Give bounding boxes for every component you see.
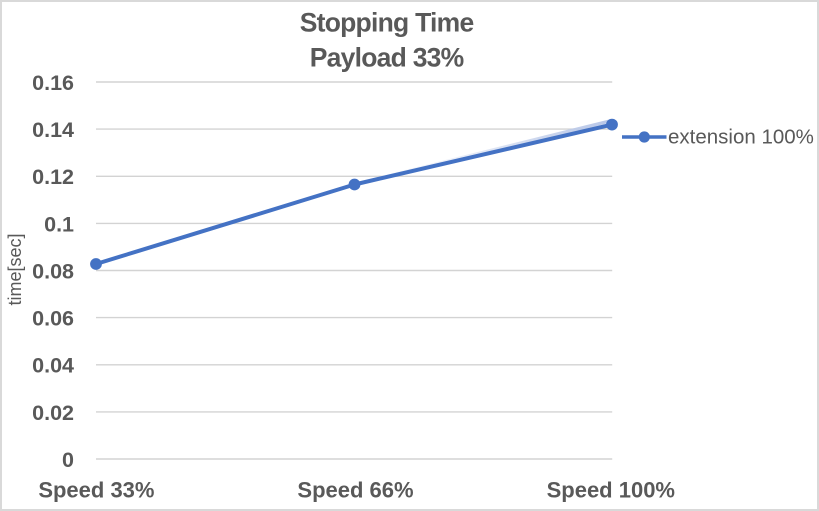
svg-text:Speed 33%: Speed 33% [38,478,154,503]
svg-text:Stopping Time: Stopping Time [300,8,474,38]
svg-text:0.06: 0.06 [32,307,74,331]
svg-text:0.1: 0.1 [44,212,74,236]
svg-text:Payload 33%: Payload 33% [310,42,464,72]
svg-text:0.14: 0.14 [32,118,74,142]
svg-text:extension 100%: extension 100% [668,126,814,149]
svg-text:0.04: 0.04 [32,354,74,378]
svg-text:Speed 100%: Speed 100% [547,478,675,503]
svg-text:0.02: 0.02 [32,401,74,425]
svg-text:0.16: 0.16 [32,71,74,95]
svg-text:0: 0 [62,448,74,472]
svg-text:0.08: 0.08 [32,259,74,283]
svg-text:Speed 66%: Speed 66% [297,478,413,503]
svg-text:time[sec]: time[sec] [5,233,25,305]
svg-text:0.12: 0.12 [32,165,74,189]
